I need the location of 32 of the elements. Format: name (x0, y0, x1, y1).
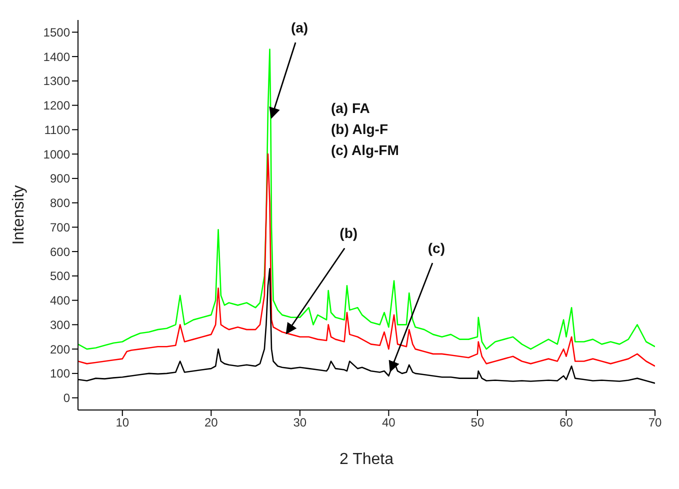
line-series (78, 48, 655, 350)
y-tick-label: 900 (50, 172, 70, 186)
x-tick-label: 30 (293, 416, 307, 430)
y-tick-label: 600 (50, 244, 70, 259)
annotation: (b) (340, 225, 358, 242)
y-tick-label: 1200 (43, 98, 70, 113)
annotation: (c) (428, 240, 446, 256)
y-tick-label: 1300 (43, 74, 70, 88)
y-tick-label: 1400 (43, 50, 70, 64)
annotation: (b) Alg-F (330, 121, 388, 137)
x-axis-title: 2 Theta (340, 451, 394, 468)
x-tick-label: 70 (648, 416, 662, 430)
y-axis-title: Intensity (10, 185, 28, 245)
y-tick-label: 1500 (43, 25, 70, 40)
y-tick-label: 100 (50, 366, 70, 381)
x-tick-label: 40 (382, 416, 396, 430)
annotation: (a) FA (330, 100, 370, 116)
y-tick-label: 500 (50, 269, 70, 284)
y-tick-label: 400 (50, 294, 70, 308)
y-tick-label: 800 (50, 196, 70, 210)
x-tick-label: 10 (116, 416, 130, 430)
x-tick-label: 60 (560, 416, 574, 430)
x-tick-label: 50 (470, 416, 484, 430)
y-tick-label: 700 (50, 220, 70, 234)
annotation: (c) Alg-FM (330, 142, 399, 158)
y-tick-label: 300 (50, 318, 70, 332)
y-tick-label: 200 (50, 342, 70, 356)
y-tick-label: 0 (63, 391, 70, 406)
y-tick-label: 1000 (43, 147, 70, 162)
x-tick-label: 20 (204, 416, 218, 430)
y-tick-label: 1100 (44, 122, 70, 137)
annotation: (a) (290, 20, 308, 36)
